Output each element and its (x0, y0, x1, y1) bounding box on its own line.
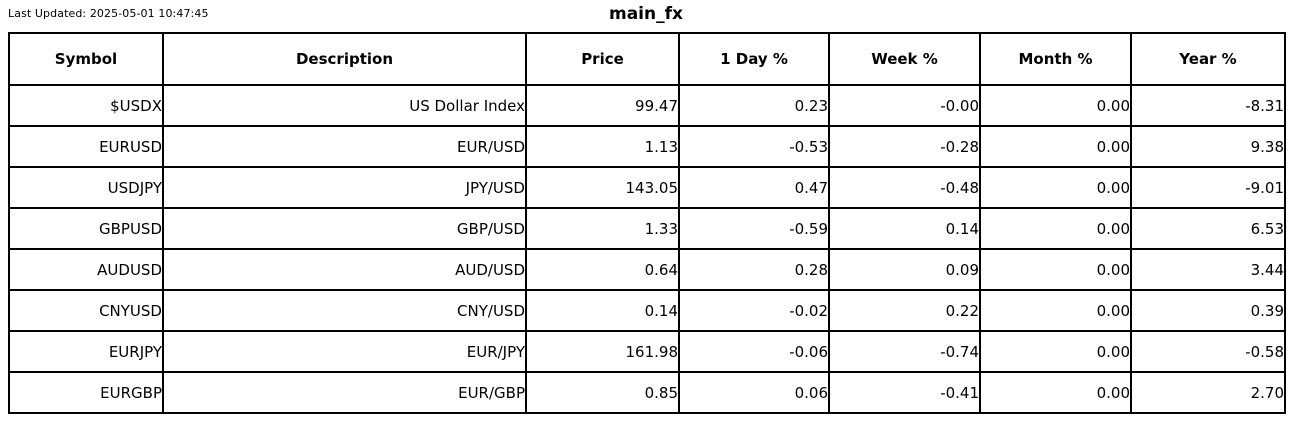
year-change-cell: 9.38 (1130, 125, 1286, 168)
table-row-eurusd: EURUSD EUR/USD 1.13 -0.53 -0.28 0.00 9.3… (8, 125, 1286, 168)
description-cell: AUD/USD (162, 248, 527, 291)
description-cell: EUR/USD (162, 125, 527, 168)
column-header-day-pct: 1 Day % (678, 32, 830, 86)
description-cell: GBP/USD (162, 207, 527, 250)
week-change-cell: -0.00 (828, 84, 981, 127)
day-change-cell: -0.02 (678, 289, 830, 332)
last-updated-timestamp: Last Updated: 2025-05-01 10:47:45 (8, 7, 209, 20)
column-header-month-pct: Month % (979, 32, 1132, 86)
year-change-cell: 3.44 (1130, 248, 1286, 291)
price-cell: 161.98 (525, 330, 680, 373)
month-change-cell: 0.00 (979, 330, 1132, 373)
day-change-cell: 0.47 (678, 166, 830, 209)
day-change-cell: -0.06 (678, 330, 830, 373)
description-cell: JPY/USD (162, 166, 527, 209)
description-cell: EUR/GBP (162, 371, 527, 414)
week-change-cell: -0.41 (828, 371, 981, 414)
month-change-cell: 0.00 (979, 289, 1132, 332)
month-change-cell: 0.00 (979, 248, 1132, 291)
year-change-cell: 6.53 (1130, 207, 1286, 250)
description-cell: EUR/JPY (162, 330, 527, 373)
price-cell: 99.47 (525, 84, 680, 127)
day-change-cell: 0.28 (678, 248, 830, 291)
symbol-cell: USDJPY (8, 166, 164, 209)
table-row-eurjpy: EURJPY EUR/JPY 161.98 -0.06 -0.74 0.00 -… (8, 330, 1286, 373)
column-header-description: Description (162, 32, 527, 86)
table-row-gbpusd: GBPUSD GBP/USD 1.33 -0.59 0.14 0.00 6.53 (8, 207, 1286, 250)
page-title: main_fx (609, 4, 683, 24)
table-row-usdx: $USDX US Dollar Index 99.47 0.23 -0.00 0… (8, 84, 1286, 127)
week-change-cell: -0.48 (828, 166, 981, 209)
year-change-cell: -9.01 (1130, 166, 1286, 209)
year-change-cell: 2.70 (1130, 371, 1286, 414)
column-header-price: Price (525, 32, 680, 86)
symbol-cell: GBPUSD (8, 207, 164, 250)
symbol-cell: $USDX (8, 84, 164, 127)
table-header-row: Symbol Description Price 1 Day % Week % … (8, 32, 1286, 86)
symbol-cell: CNYUSD (8, 289, 164, 332)
week-change-cell: 0.09 (828, 248, 981, 291)
price-cell: 1.13 (525, 125, 680, 168)
price-cell: 0.64 (525, 248, 680, 291)
price-cell: 0.85 (525, 371, 680, 414)
month-change-cell: 0.00 (979, 125, 1132, 168)
symbol-cell: EURJPY (8, 330, 164, 373)
column-header-week-pct: Week % (828, 32, 981, 86)
price-cell: 143.05 (525, 166, 680, 209)
table-row-eurgbp: EURGBP EUR/GBP 0.85 0.06 -0.41 0.00 2.70 (8, 371, 1286, 414)
year-change-cell: -8.31 (1130, 84, 1286, 127)
month-change-cell: 0.00 (979, 371, 1132, 414)
report-topbar: Last Updated: 2025-05-01 10:47:45 main_f… (0, 0, 1292, 32)
day-change-cell: -0.59 (678, 207, 830, 250)
symbol-cell: EURUSD (8, 125, 164, 168)
symbol-cell: AUDUSD (8, 248, 164, 291)
description-cell: CNY/USD (162, 289, 527, 332)
month-change-cell: 0.00 (979, 84, 1132, 127)
symbol-cell: EURGBP (8, 371, 164, 414)
price-cell: 1.33 (525, 207, 680, 250)
week-change-cell: 0.22 (828, 289, 981, 332)
day-change-cell: 0.23 (678, 84, 830, 127)
day-change-cell: 0.06 (678, 371, 830, 414)
day-change-cell: -0.53 (678, 125, 830, 168)
column-header-symbol: Symbol (8, 32, 164, 86)
column-header-year-pct: Year % (1130, 32, 1286, 86)
fx-rates-table: Symbol Description Price 1 Day % Week % … (8, 32, 1286, 414)
year-change-cell: 0.39 (1130, 289, 1286, 332)
table-row-cnyusd: CNYUSD CNY/USD 0.14 -0.02 0.22 0.00 0.39 (8, 289, 1286, 332)
year-change-cell: -0.58 (1130, 330, 1286, 373)
month-change-cell: 0.00 (979, 207, 1132, 250)
month-change-cell: 0.00 (979, 166, 1132, 209)
week-change-cell: -0.28 (828, 125, 981, 168)
week-change-cell: -0.74 (828, 330, 981, 373)
table-row-audusd: AUDUSD AUD/USD 0.64 0.28 0.09 0.00 3.44 (8, 248, 1286, 291)
price-cell: 0.14 (525, 289, 680, 332)
description-cell: US Dollar Index (162, 84, 527, 127)
week-change-cell: 0.14 (828, 207, 981, 250)
table-row-usdjpy: USDJPY JPY/USD 143.05 0.47 -0.48 0.00 -9… (8, 166, 1286, 209)
